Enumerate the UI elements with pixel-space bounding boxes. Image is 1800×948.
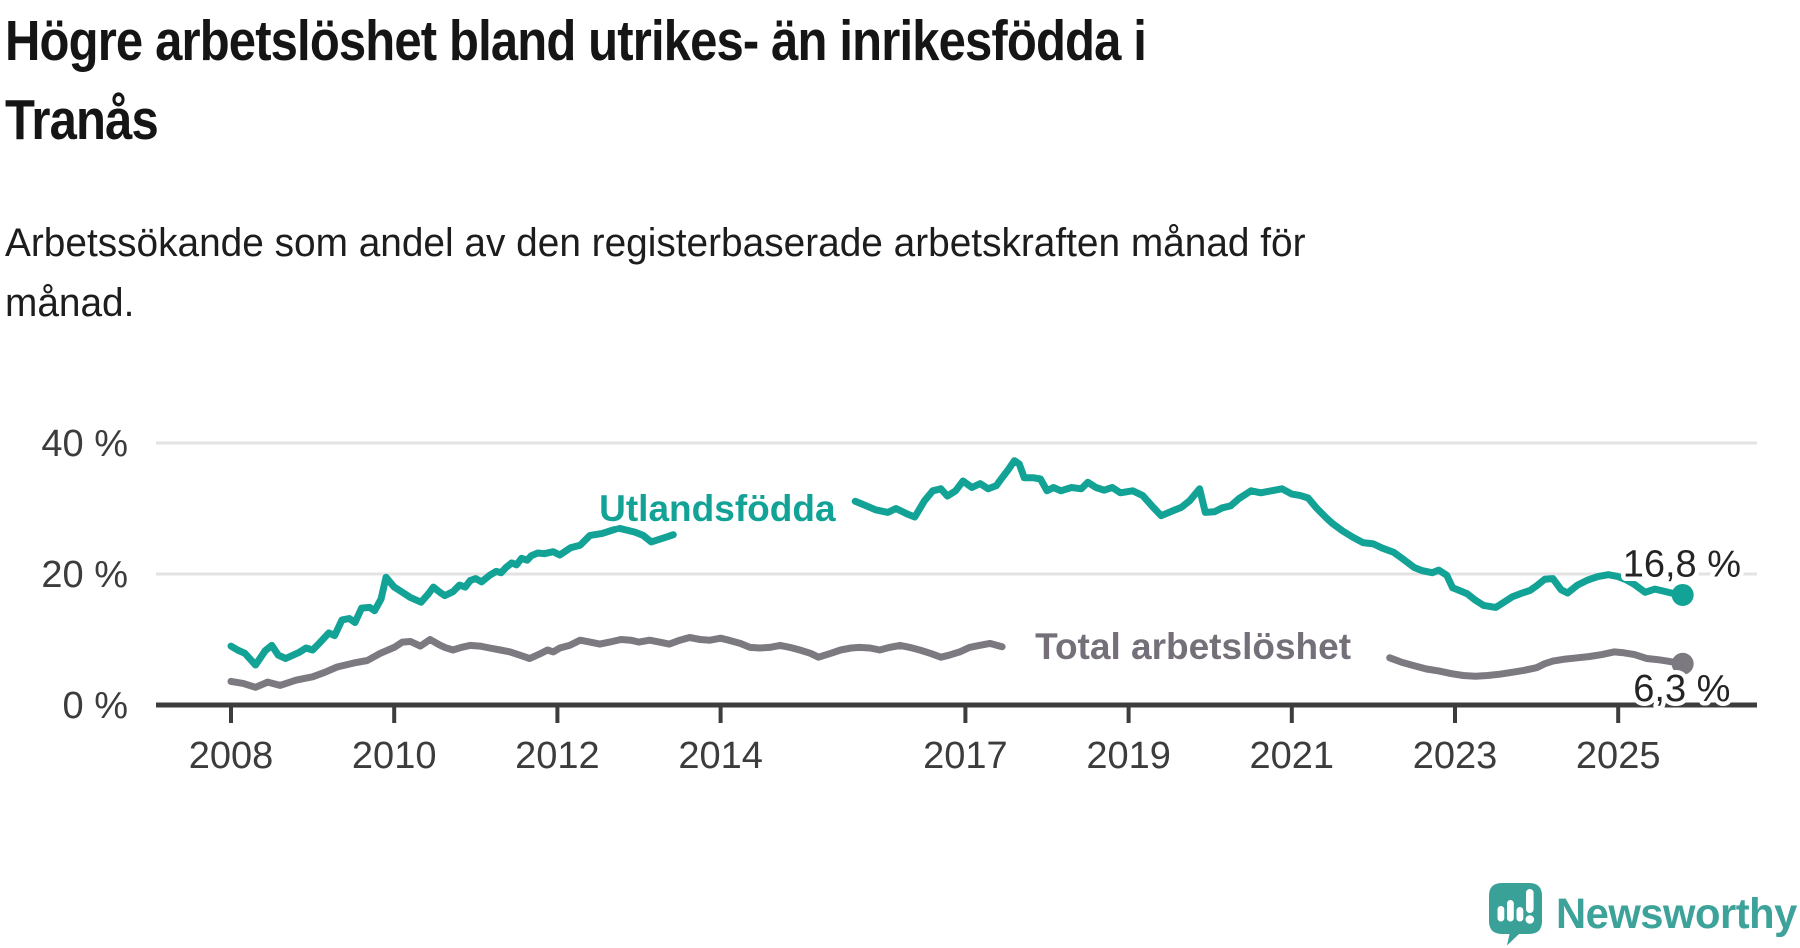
chart-subtitle: Arbetssökande som andel av den registerb… xyxy=(5,213,1518,333)
subtitle-line-2: månad. xyxy=(5,281,135,325)
end-value-label: 6,3 % xyxy=(1633,668,1730,710)
x-tick-label: 2019 xyxy=(1086,735,1171,777)
newsworthy-logo-text: Newsworthy xyxy=(1556,889,1797,938)
newsworthy-logo-icon xyxy=(1489,883,1542,946)
title-line-2: Tranås xyxy=(5,87,159,152)
series-label: Utlandsfödda xyxy=(599,488,836,529)
x-tick-label: 2025 xyxy=(1576,735,1661,777)
series-end-dot xyxy=(1671,583,1694,606)
newsworthy-logo: Newsworthy xyxy=(1488,882,1800,946)
y-tick-label: 20 % xyxy=(41,554,128,596)
x-tick-label: 2021 xyxy=(1250,735,1335,777)
line-chart: 2008 2010 2012 2014 2017 2019 2021 2023 2025 0 % 2… xyxy=(41,423,1757,777)
y-tick-label: 0 % xyxy=(63,685,128,727)
x-tick-label: 2014 xyxy=(678,735,763,777)
series-line xyxy=(851,457,1687,611)
x-tick-label: 2008 xyxy=(189,735,274,777)
x-tick-label: 2010 xyxy=(352,735,437,777)
series-line xyxy=(227,524,677,669)
series-line xyxy=(1386,648,1687,680)
series-end-dot xyxy=(1671,652,1694,675)
x-tick-label: 2012 xyxy=(515,735,600,777)
series-label: Total arbetslöshet xyxy=(1035,626,1351,667)
y-tick-label: 40 % xyxy=(41,423,128,465)
x-tick-label: 2017 xyxy=(923,735,1008,777)
page-title: Högre arbetslöshet bland utrikes- än inr… xyxy=(5,2,1467,159)
subtitle-line-1: Arbetssökande som andel av den registerb… xyxy=(5,221,1306,265)
series-line xyxy=(227,634,1006,691)
end-value-label: 16,8 % xyxy=(1623,544,1741,586)
x-tick-label: 2023 xyxy=(1413,735,1498,777)
title-line-1: Högre arbetslöshet bland utrikes- än inr… xyxy=(5,9,1147,73)
